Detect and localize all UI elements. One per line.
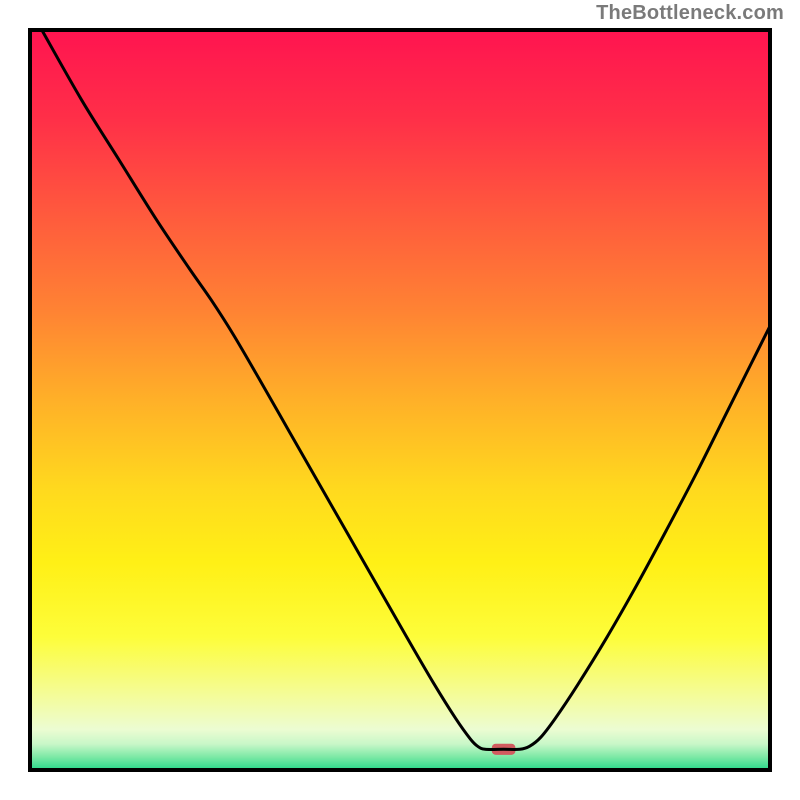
chart-background bbox=[30, 30, 770, 770]
bottleneck-chart bbox=[0, 0, 800, 800]
watermark-text: TheBottleneck.com bbox=[596, 2, 784, 25]
